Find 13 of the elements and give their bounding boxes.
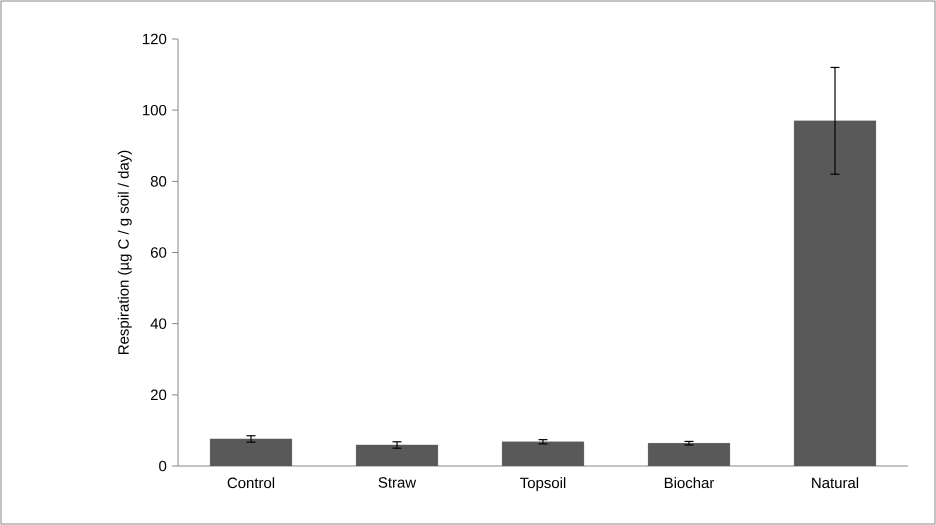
x-tick-label: Natural	[812, 477, 858, 488]
y-axis-title: Respiration (µg C / g soil / day)	[118, 150, 132, 354]
x-tick-label: Straw	[378, 477, 416, 488]
x-tick-label: Biochar	[664, 477, 714, 488]
y-tick-label: 100	[143, 104, 166, 116]
x-tick-label: Topsoil	[520, 477, 566, 492]
y-tick-label: 120	[143, 34, 166, 44]
y-tick-label: 40	[150, 318, 166, 329]
y-tick-label: 80	[150, 176, 166, 187]
y-tick-label: 0	[159, 460, 166, 472]
y-tick-label: 20	[150, 390, 166, 400]
x-tick-label: Control	[228, 477, 274, 488]
y-tick-label: 60	[150, 247, 166, 258]
